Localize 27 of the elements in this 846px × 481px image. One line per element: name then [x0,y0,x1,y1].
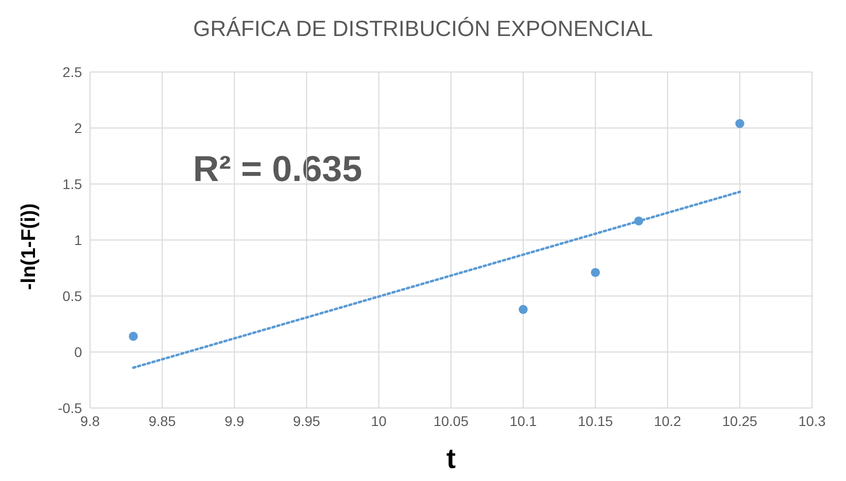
x-tick-label: 10.15 [578,412,614,429]
x-tick-label: 9.8 [80,412,100,429]
y-tick-label: 0.5 [62,288,82,304]
point [590,268,600,277]
point [634,216,644,226]
x-tick-label: 9.95 [292,412,320,429]
point [128,332,138,341]
x-tick-label: 10.1 [510,412,538,429]
x-tick-label: 10.2 [654,412,682,429]
x-tick-label: 10.05 [433,412,469,429]
y-tick-label: 1.5 [62,176,82,192]
y-axis-title: -ln(1-F(i)) [18,203,40,290]
y-tick-label: 1 [74,232,82,248]
y-tick-label: 2 [74,120,82,136]
y-tick-label: -0.5 [58,400,82,416]
point [735,119,744,128]
x-axis-title: t [446,443,456,474]
y-tick-label: 2.5 [62,64,82,80]
fit-note: R² = 0.635 [193,148,362,190]
x-tick-label: 10 [371,412,387,429]
x-tick-label: 10.25 [722,412,758,429]
x-tick-label: 9.85 [148,412,176,429]
point [518,304,528,314]
y-tick-label: 0 [74,344,82,360]
chart-title: GRÁFICA DE DISTRIBUCIÓN EXPONENCIAL [192,16,654,42]
x-tick-label: 9.9 [224,412,244,429]
x-tick-label: 10.3 [798,412,826,429]
